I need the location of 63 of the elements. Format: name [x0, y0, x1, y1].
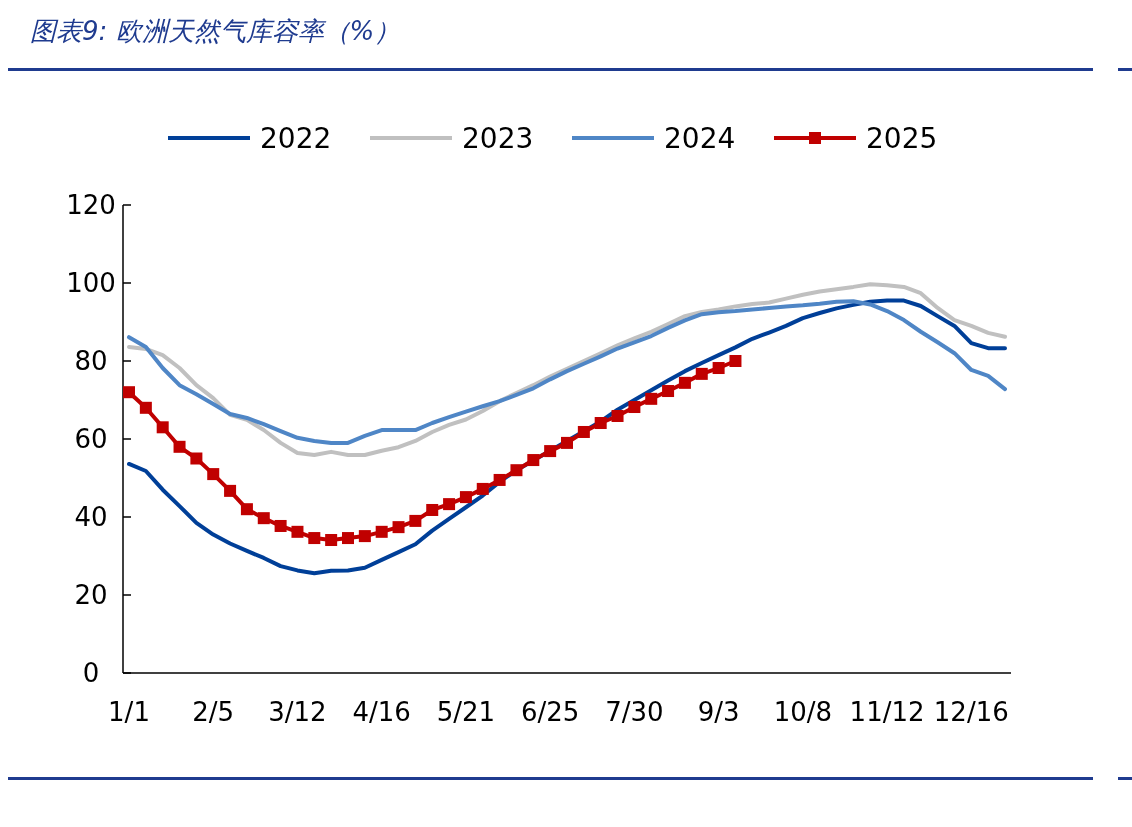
point [695, 367, 708, 380]
y-tick-label: 40 [74, 502, 108, 533]
point [257, 512, 270, 525]
point [358, 530, 371, 543]
point [375, 525, 388, 538]
point [308, 532, 321, 545]
x-tick-label: 5/21 [436, 697, 496, 727]
x-tick-label: 7/30 [605, 697, 664, 727]
point [139, 401, 152, 414]
point [409, 514, 422, 527]
point [476, 482, 489, 495]
legend-label: 2022 [260, 121, 332, 155]
point [712, 362, 725, 375]
point [611, 409, 624, 422]
point [274, 519, 287, 532]
point [240, 503, 253, 516]
x-tick-label: 11/12 [849, 697, 925, 727]
point [459, 491, 472, 504]
point [561, 436, 573, 449]
y-tick-label: 60 [74, 424, 108, 455]
x-tick-label: 6/25 [520, 697, 580, 727]
point [173, 440, 186, 453]
x-tick-label: 2/5 [192, 697, 235, 727]
point [443, 498, 456, 511]
point [190, 452, 203, 465]
point [577, 425, 590, 438]
point [645, 392, 658, 405]
x-tick-label: 3/12 [268, 697, 327, 727]
y-tick-label: 80 [74, 346, 108, 377]
chart-title: 图表9: 欧洲天然气库容率（%） [30, 16, 401, 46]
point [594, 417, 607, 430]
point [729, 355, 742, 367]
point [342, 532, 354, 545]
x-tick-label: 1/1 [108, 697, 150, 727]
line-series [127, 298, 1007, 576]
y-tick-label: 0 [82, 658, 100, 689]
point [510, 464, 523, 477]
x-tick-label: 9/3 [697, 697, 740, 727]
point [325, 534, 338, 547]
point [527, 454, 540, 467]
point [224, 484, 237, 497]
legend-label: 2023 [462, 121, 534, 155]
point [662, 385, 675, 398]
point [123, 386, 135, 399]
point [493, 473, 506, 486]
point [291, 525, 304, 538]
y-tick-label: 120 [66, 190, 116, 221]
point [156, 421, 169, 434]
point [207, 468, 220, 481]
point [544, 445, 557, 458]
point [678, 376, 691, 389]
point [426, 503, 439, 516]
legend-label: 2025 [866, 121, 938, 155]
x-tick-label: 12/16 [933, 697, 1009, 727]
x-tick-label: 4/16 [352, 697, 411, 727]
point [392, 521, 405, 534]
y-tick-label: 20 [74, 580, 108, 611]
line-series [127, 299, 1007, 445]
legend-label: 2024 [664, 121, 736, 155]
y-tick-label: 100 [66, 268, 116, 299]
x-tick-label: 10/8 [773, 697, 833, 727]
point [628, 401, 641, 414]
line-series [127, 282, 1007, 457]
